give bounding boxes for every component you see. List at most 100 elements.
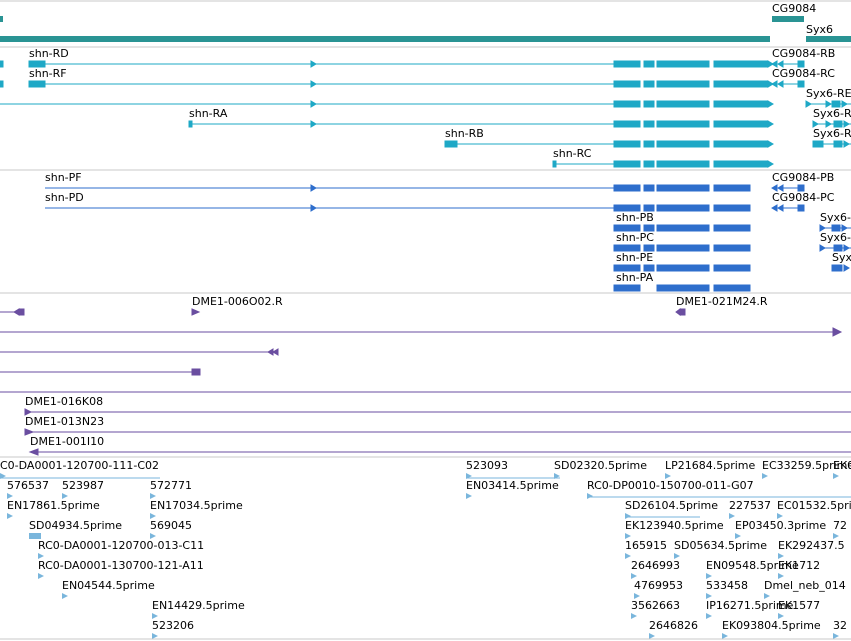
transcript-shn-ra[interactable]: [188, 120, 774, 128]
gene-glyph-syx6[interactable]: [806, 36, 851, 42]
est-label[interactable]: RC0-DA0001-120700-013-C11: [38, 539, 204, 552]
est-glyph[interactable]: [38, 553, 44, 559]
est-label[interactable]: EN09548.5prime: [706, 559, 799, 572]
est-label[interactable]: 4769953: [634, 579, 683, 592]
est-glyph[interactable]: [631, 573, 637, 579]
transcript-shn-rd[interactable]: [0, 60, 774, 68]
transcript-cg9084-rb[interactable]: [771, 60, 805, 68]
est-label[interactable]: 523206: [152, 619, 194, 632]
transcript-label-shn-rb[interactable]: shn-RB: [445, 127, 484, 140]
gene-label-syx6[interactable]: Syx6: [806, 23, 833, 36]
est-label[interactable]: EK292437.5: [778, 539, 845, 552]
est-label[interactable]: EK123940.5prime: [625, 519, 724, 532]
clone-dme1-021m24-r[interactable]: [675, 308, 686, 316]
est-label[interactable]: 572771: [150, 479, 192, 492]
est-label[interactable]: EK0: [833, 459, 851, 472]
est-glyph[interactable]: [625, 553, 631, 559]
gene-glyph[interactable]: [0, 36, 770, 42]
protein-shn-pc[interactable]: [613, 244, 751, 252]
est-glyph[interactable]: [634, 593, 640, 599]
transcript-label-cg9084-rb[interactable]: CG9084-RB: [772, 47, 835, 60]
est-glyph[interactable]: [150, 533, 156, 539]
clone-label-dme1-001i10[interactable]: DME1-001I10: [30, 435, 104, 448]
clone-label-dme1-016k08[interactable]: DME1-016K08: [25, 395, 103, 408]
est-glyph[interactable]: [631, 613, 637, 619]
transcript-label-syx6-rc[interactable]: Syx6-R: [813, 107, 851, 120]
est-glyph[interactable]: [706, 593, 712, 599]
transcript-label-shn-rc[interactable]: shn-RC: [553, 147, 592, 160]
transcript-label-shn-rd[interactable]: shn-RD: [29, 47, 69, 60]
est-glyph[interactable]: [706, 613, 712, 619]
clone-row[interactable]: [0, 308, 25, 316]
clone-label-dme1-013n23[interactable]: DME1-013N23: [25, 415, 104, 428]
est-label[interactable]: IP16271.5prime: [706, 599, 794, 612]
est-label[interactable]: 523093: [466, 459, 508, 472]
est-glyph[interactable]: [706, 573, 712, 579]
est-label[interactable]: 227537: [729, 499, 771, 512]
clone-row[interactable]: [0, 348, 279, 356]
est-glyph[interactable]: [833, 473, 839, 479]
est-label[interactable]: 533458: [706, 579, 748, 592]
transcript-label-syx6-re[interactable]: Syx6-RE: [806, 87, 851, 100]
est-label[interactable]: 165915: [625, 539, 667, 552]
clone-dme1-001i10[interactable]: [28, 448, 851, 456]
clone-dme1-006o02-r[interactable]: [191, 308, 201, 316]
protein-label-syx6-2[interactable]: Syx6-: [820, 231, 851, 244]
est-label[interactable]: 576537: [7, 479, 49, 492]
est-label[interactable]: LP21684.5prime: [665, 459, 756, 472]
protein-shn-pa[interactable]: [613, 284, 751, 292]
protein-label-syx6-1[interactable]: Syx6-: [820, 211, 851, 224]
est-glyph[interactable]: [62, 493, 68, 499]
est-label[interactable]: EK093804.5prime: [722, 619, 821, 632]
est-label[interactable]: SD02320.5prime: [554, 459, 647, 472]
transcript-shn-rc[interactable]: [552, 160, 774, 168]
est-label[interactable]: 523987: [62, 479, 104, 492]
est-label[interactable]: RC0-DP0010-150700-011-G07: [587, 479, 754, 492]
est-label[interactable]: RC0-DA0001-130700-121-A11: [38, 559, 204, 572]
est-glyph[interactable]: [762, 473, 768, 479]
est-glyph[interactable]: [150, 513, 156, 519]
est-label[interactable]: EC33259.5prime: [762, 459, 851, 472]
protein-label-shn-pe[interactable]: shn-PE: [616, 251, 653, 264]
protein-shn-pf[interactable]: [45, 184, 751, 192]
est-glyph[interactable]: [38, 573, 44, 579]
protein-syx6-1[interactable]: [819, 224, 851, 232]
est-glyph[interactable]: [764, 593, 770, 599]
transcript-shn-rb[interactable]: [444, 140, 774, 148]
protein-label-syx6-3[interactable]: Syx: [832, 251, 851, 264]
protein-label-shn-pa[interactable]: shn-PA: [616, 271, 654, 284]
est-glyph[interactable]: [778, 553, 784, 559]
est-glyph[interactable]: [777, 513, 783, 519]
est-glyph[interactable]: [833, 533, 839, 539]
clone-label-dme1-006o02-r[interactable]: DME1-006O02.R: [192, 295, 283, 308]
est-label[interactable]: EN17034.5prime: [150, 499, 243, 512]
transcript-cg9084-rc[interactable]: [771, 80, 805, 88]
protein-label-shn-pc[interactable]: shn-PC: [616, 231, 654, 244]
est-label[interactable]: SD05634.5prime: [674, 539, 767, 552]
est-label[interactable]: 569045: [150, 519, 192, 532]
protein-shn-pe[interactable]: [613, 264, 751, 272]
est-glyph[interactable]: [150, 493, 156, 499]
est-label[interactable]: C0-DA0001-120700-111-C02: [0, 459, 159, 472]
est-glyph[interactable]: [625, 533, 631, 539]
est-label[interactable]: EN03414.5prime: [466, 479, 559, 492]
est-label[interactable]: EK1577: [778, 599, 820, 612]
protein-cg9084-pb[interactable]: [771, 184, 805, 192]
est-glyph[interactable]: [665, 473, 671, 479]
est-glyph[interactable]: [466, 493, 472, 499]
est-glyph[interactable]: [649, 633, 655, 639]
transcript-syx6-rf[interactable]: [812, 140, 851, 148]
est-label[interactable]: Dmel_neb_014: [764, 579, 846, 592]
clone-label-dme1-021m24-r[interactable]: DME1-021M24.R: [676, 295, 768, 308]
est-glyph[interactable]: [7, 493, 13, 499]
est-glyph[interactable]: [29, 533, 41, 539]
est-glyph[interactable]: [152, 613, 158, 619]
clone-row[interactable]: [0, 327, 843, 337]
est-glyph[interactable]: [735, 533, 741, 539]
est-glyph[interactable]: [833, 633, 839, 639]
est-label[interactable]: EK1712: [778, 559, 820, 572]
est-label[interactable]: 3562663: [631, 599, 680, 612]
protein-label-shn-pd[interactable]: shn-PD: [45, 191, 84, 204]
protein-syx6-3[interactable]: [831, 264, 850, 272]
protein-shn-pd[interactable]: [45, 204, 751, 212]
